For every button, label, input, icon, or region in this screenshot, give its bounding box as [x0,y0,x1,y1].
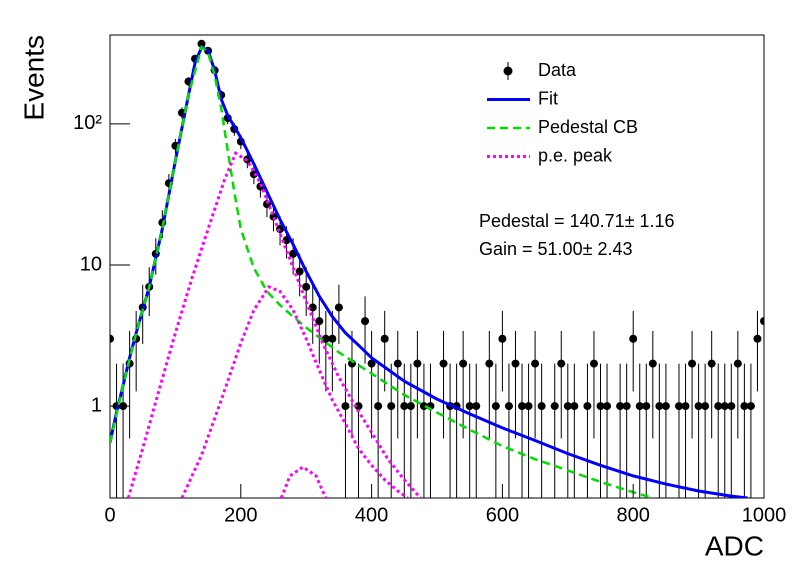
data-point [374,402,383,411]
plot-frame [109,34,765,499]
x-tick-label: 600 [486,504,519,526]
data-point [596,402,605,411]
data-point [524,402,533,411]
data-point [361,317,370,326]
data-point [459,359,468,368]
data-point [413,359,422,368]
data-point [334,303,343,312]
data-point [328,334,337,343]
data-point [655,402,664,411]
data-point [629,334,638,343]
data-point [648,359,657,368]
data-point [563,402,572,411]
data-point [550,402,559,411]
data-point [465,402,474,411]
data-point [603,402,612,411]
data-point [341,402,350,411]
data-point [400,402,409,411]
data-point [746,402,755,411]
data-point [511,359,520,368]
data-point [537,402,546,411]
data-point [308,303,317,312]
data-point [681,402,690,411]
data-point [642,402,651,411]
legend-label: Pedestal CB [538,117,638,137]
annotation: Pedestal = 140.71± 1.16 [479,211,675,231]
data-point [760,317,764,326]
data-point [419,402,428,411]
annotation: Gain = 51.00± 2.43 [479,239,633,259]
data-point [197,39,206,48]
data-point [315,317,324,326]
data-point [380,334,389,343]
data-point [354,402,363,411]
data-point [406,402,415,411]
fit-curve [110,44,654,498]
data-point [661,402,670,411]
x-tick-label: 200 [224,504,257,526]
data-point [498,334,507,343]
data-point [720,402,729,411]
plot-area [110,39,764,498]
data-point [518,402,527,411]
fit-curve [110,45,748,498]
data-point [740,402,749,411]
data-point [714,402,723,411]
data-point [367,359,376,368]
x-tick-label: 1000 [742,504,787,526]
data-point [694,402,703,411]
data-point [485,359,494,368]
data-point [110,334,114,343]
fit-curve [126,150,422,498]
data-point [674,402,683,411]
data-point [753,334,762,343]
data-point [688,359,697,368]
x-tick-label: 800 [617,504,650,526]
data-point [531,359,540,368]
data-point [472,402,481,411]
data-point [387,402,396,411]
data-point [727,402,736,411]
y-axis-title: Events [18,35,49,121]
data-point [622,402,631,411]
data-point [439,359,448,368]
data-point [295,267,304,276]
y-tick-label: 10² [73,112,102,134]
data-point [491,402,500,411]
x-axis-title: ADC [705,530,764,561]
data-point [393,359,402,368]
data-point [635,402,644,411]
data-point [570,402,579,411]
y-tick-label: 10 [80,253,102,275]
legend-label: Data [538,60,577,80]
legend-label: Fit [538,88,558,108]
y-tick-label: 1 [91,394,102,416]
data-point [557,359,566,368]
legend-label: p.e. peak [538,145,613,165]
data-point [504,402,513,411]
x-tick-label: 0 [104,504,115,526]
data-point [583,402,592,411]
data-point [616,402,625,411]
x-tick-label: 400 [355,504,388,526]
data-point [701,402,710,411]
data-point [302,282,311,291]
data-point [707,359,716,368]
data-point [733,359,742,368]
data-point [589,359,598,368]
data-point [321,334,330,343]
legend-symbol [503,66,513,76]
